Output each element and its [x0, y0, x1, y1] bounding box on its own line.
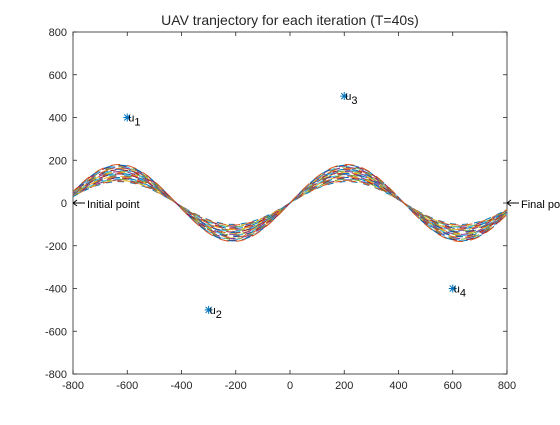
y-tick-label: -200 — [45, 241, 67, 253]
x-tick-label: 600 — [444, 380, 462, 392]
x-tick-label: -400 — [170, 380, 192, 392]
annotation-1: Initial point — [72, 199, 140, 211]
y-tick-label: -400 — [45, 284, 67, 296]
chart-title: UAV tranjectory for each iteration (T=40… — [161, 12, 419, 28]
user-marker-2: u2 — [204, 305, 222, 321]
y-tick-label: 800 — [49, 27, 67, 39]
user-label: u1 — [128, 113, 140, 129]
trajectory-iteration-15 — [72, 172, 508, 234]
trajectory-iteration-30 — [72, 164, 508, 242]
x-tick-label: -600 — [116, 380, 138, 392]
x-tick-label: 400 — [389, 380, 407, 392]
user-label: u3 — [345, 91, 357, 107]
x-tick-label: 200 — [335, 380, 353, 392]
trajectory-iteration-18 — [72, 171, 508, 235]
y-tick-label: 600 — [49, 70, 67, 82]
axis-ticks: -800 -600 -400 -200 0 200 400 600 800 -800 -600 -40… — [45, 27, 516, 392]
y-tick-label: -600 — [45, 326, 67, 338]
y-tick-label: 400 — [49, 113, 67, 125]
x-tick-label: 800 — [498, 380, 516, 392]
user-markers: u1 u2 u3 u4 — [123, 91, 466, 321]
user-marker-1: u1 — [123, 113, 141, 129]
trajectory-iteration-29 — [72, 164, 508, 242]
user-marker-3: u3 — [340, 91, 358, 107]
annotations: Initial point Final point — [72, 199, 560, 211]
x-tick-label: -200 — [225, 380, 247, 392]
user-label: u2 — [210, 305, 222, 321]
trajectory-iterations — [72, 164, 508, 242]
trajectory-iteration-12 — [72, 174, 508, 232]
trajectory-iteration-22 — [72, 168, 508, 238]
user-marker-4: u4 — [448, 284, 466, 300]
x-tick-label: -800 — [62, 380, 84, 392]
annotation-text: Initial point — [87, 199, 140, 211]
annotation-2: Final point — [506, 199, 560, 211]
y-tick-label: 200 — [49, 155, 67, 167]
y-tick-label: -800 — [45, 369, 67, 381]
annotation-text: Final point — [521, 199, 560, 211]
user-label: u4 — [454, 284, 466, 300]
x-tick-label: 0 — [287, 380, 293, 392]
y-tick-label: 0 — [61, 198, 67, 210]
